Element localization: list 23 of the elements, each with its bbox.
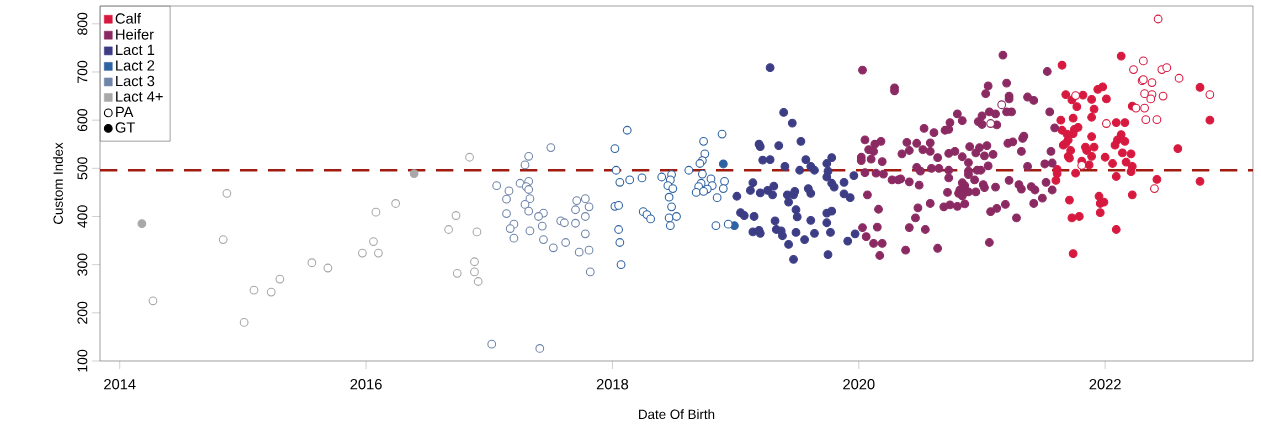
legend-label: Lact 1 (116, 44, 155, 56)
y-tick-label: 300 (77, 253, 88, 276)
legend-label: Heifer (116, 28, 154, 40)
x-tick-label: 2016 (350, 379, 382, 390)
y-tick-label: 400 (77, 205, 88, 228)
y-tick-label: 500 (77, 157, 88, 180)
x-axis-title: Date Of Birth (639, 409, 715, 420)
x-tick-label: 2018 (596, 379, 629, 390)
legend-label: Lact 3 (116, 75, 155, 87)
x-tick-label: 2020 (843, 379, 875, 390)
x-tick-label: 2014 (104, 379, 136, 390)
y-tick-label: 700 (77, 60, 88, 83)
legend-label: GT (115, 122, 135, 133)
y-tick-label: 100 (77, 349, 88, 372)
legend-label: Calf (115, 12, 142, 24)
legend-label: Lact 2 (116, 60, 155, 71)
y-axis-title: Custom Index (53, 142, 63, 224)
y-tick-label: 200 (77, 301, 88, 324)
y-tick-label: 800 (77, 12, 88, 35)
x-tick-label: 2022 (1089, 379, 1121, 390)
legend-label: Lact 4+ (116, 91, 163, 102)
y-tick-label: 600 (77, 109, 88, 132)
legend-label: PA (116, 106, 134, 117)
